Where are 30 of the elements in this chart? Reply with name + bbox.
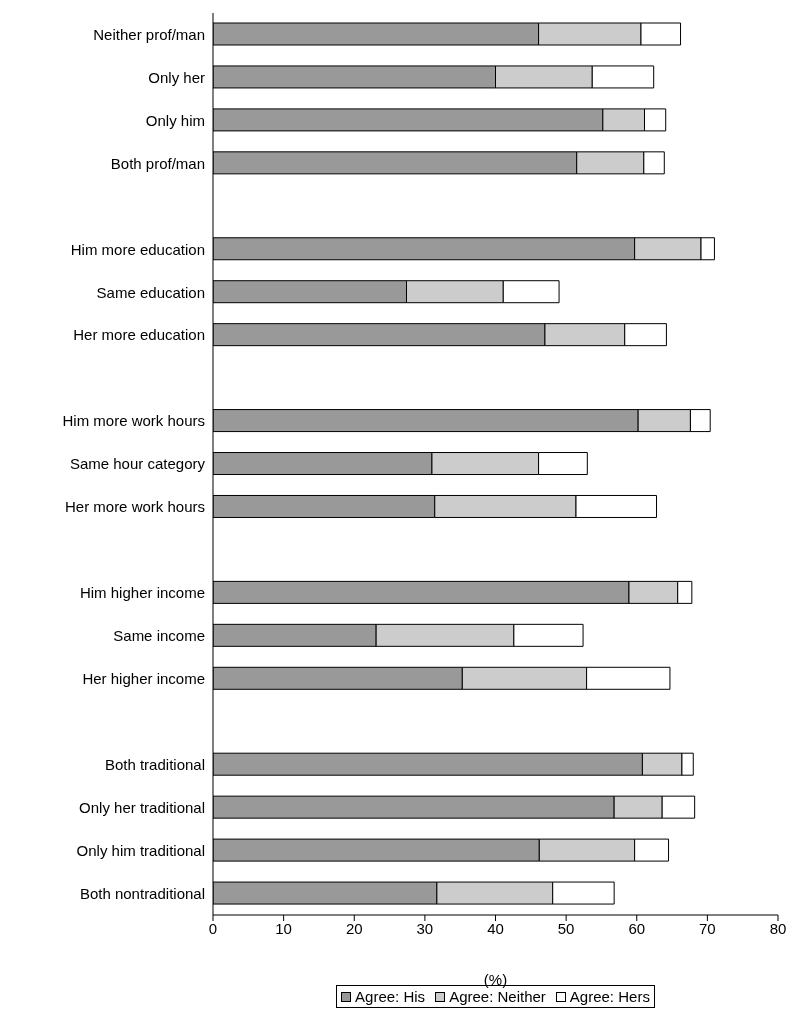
y-tick-label: Same education (96, 283, 205, 301)
y-tick-label: Only him traditional (76, 841, 205, 859)
y-tick-label: Him higher income (79, 584, 205, 602)
y-tick-label: Only him (145, 111, 205, 129)
y-tick-label: Him more education (70, 240, 205, 258)
x-tick-label: 50 (557, 919, 575, 937)
y-tick-label: Her more education (73, 326, 205, 344)
y-tick-label: Only her traditional (79, 798, 205, 816)
y-tick-label: Both nontraditional (79, 884, 205, 902)
y-tick-label: Both prof/man (110, 154, 205, 172)
x-tick-label: 40 (487, 919, 504, 937)
x-tick-label: 0 (208, 919, 218, 937)
y-tick-label: Him more work hours (62, 412, 205, 430)
x-axis-title: (%) (483, 971, 508, 988)
y-tick-label: Same hour category (69, 455, 206, 473)
x-tick-label: 70 (699, 919, 716, 937)
y-tick-label: Both traditional (104, 755, 205, 773)
x-tick-label: 20 (345, 919, 363, 937)
y-tick-label: Her more work hours (64, 498, 205, 516)
legend-label: Agree: His (355, 988, 426, 1005)
y-tick-label: Neither prof/man (93, 25, 205, 43)
x-tick-label: 30 (416, 919, 434, 937)
legend-label: Agree: Hers (569, 988, 650, 1005)
y-tick-label: Only her (148, 68, 205, 86)
y-tick-label: Same income (113, 627, 205, 645)
y-tick-label: Her higher income (82, 670, 205, 688)
x-tick-label: 80 (769, 919, 787, 937)
x-tick-label: 10 (275, 919, 292, 937)
x-tick-label: 60 (628, 919, 646, 937)
legend-label: Agree: Neither (449, 988, 546, 1005)
